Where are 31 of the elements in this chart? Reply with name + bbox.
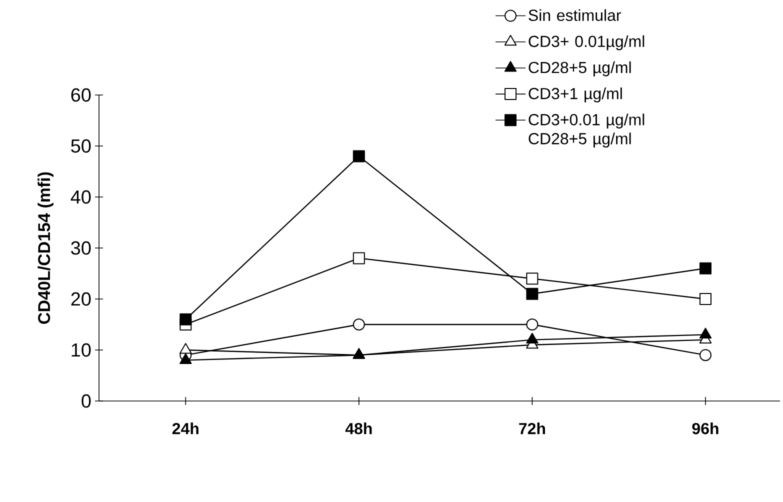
point (699, 262, 712, 274)
y-tick-label: 60 (71, 88, 91, 102)
y-tick-label: 0 (82, 394, 91, 408)
point (180, 353, 192, 364)
point (699, 328, 712, 338)
point (180, 342, 192, 354)
y-tick-label: 40 (70, 190, 91, 204)
point (699, 292, 712, 305)
point (699, 349, 712, 362)
y-tick-label: 30 (71, 241, 91, 255)
point (180, 313, 192, 326)
legend-label: Sin estimular (528, 9, 622, 21)
point (526, 332, 538, 344)
legend-label: CD3+1 µg/ml (528, 88, 622, 102)
y-axis-title: CD40L/CD154 (mfi) (38, 172, 54, 324)
legend-label: CD3+ 0.01µg/ml (528, 35, 644, 50)
point (352, 150, 365, 162)
x-tick-label: 48h (345, 422, 372, 434)
y-tick-label: 50 (71, 139, 91, 153)
point (352, 252, 365, 264)
point (526, 318, 538, 330)
x-tick-label: 24h (172, 422, 198, 434)
point (526, 272, 538, 285)
point (352, 318, 365, 330)
legend-label: CD3+0.01 µg/ml CD28+5 µg/ml (528, 114, 644, 148)
y-tick-label: 20 (71, 292, 91, 306)
x-tick-label: 72h (519, 422, 545, 434)
x-tick-label: 96h (692, 422, 718, 434)
legend-label: CD28+5 µg/ml (528, 61, 631, 76)
point (526, 288, 538, 300)
y-tick-label: 10 (72, 343, 91, 357)
